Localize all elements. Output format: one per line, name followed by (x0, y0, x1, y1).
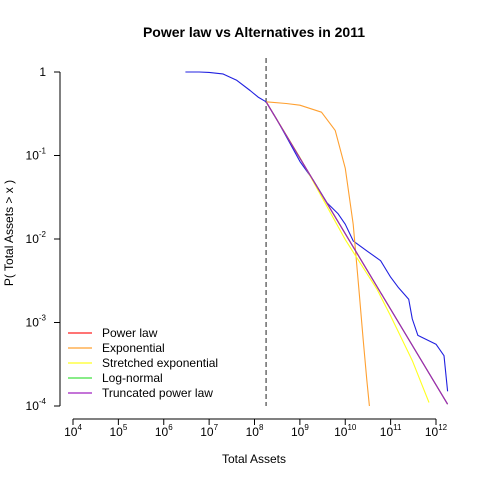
x-tick-label: 104 (64, 423, 82, 439)
x-tick-label-base: 10 (200, 425, 214, 439)
x-tick-label-base: 10 (155, 425, 169, 439)
x-tick-label-base: 10 (64, 425, 78, 439)
x-tick-label-base: 10 (246, 425, 260, 439)
x-tick-label-exponent: 9 (304, 423, 309, 432)
y-tick-label-exponent: -1 (39, 147, 47, 156)
x-tick-label-exponent: 10 (347, 423, 356, 432)
legend-label-stretched-exponential: Stretched exponential (102, 356, 218, 370)
x-tick-label-exponent: 12 (438, 423, 447, 432)
chart-title: Power law vs Alternatives in 2011 (143, 24, 365, 40)
x-tick-label: 1011 (380, 423, 402, 439)
y-tick-label-exponent: -2 (39, 230, 47, 239)
x-tick-label-exponent: 5 (123, 423, 128, 432)
y-tick-label: 10-2 (26, 230, 47, 246)
x-tick-label-base: 10 (334, 425, 348, 439)
y-ticks: 110-110-210-310-4 (26, 65, 60, 413)
y-tick-label-base: 10 (26, 399, 40, 413)
y-tick-label-exponent: -3 (39, 314, 47, 323)
legend-label-truncated-power-law: Truncated power law (102, 386, 213, 400)
y-tick-label-base: 10 (26, 316, 40, 330)
legend-label-power-law: Power law (102, 326, 158, 340)
x-axis-label: Total Assets (222, 452, 286, 466)
legend-label-exponential: Exponential (102, 341, 165, 355)
truncated-power-law-line (265, 101, 449, 405)
y-tick-label-exponent: -4 (39, 397, 47, 406)
x-tick-label: 105 (109, 423, 127, 439)
legend-label-log-normal: Log-normal (102, 371, 163, 385)
series-layer (185, 71, 449, 407)
x-ticks: 104 105 106 107 108 109 1010 1011 1012 (64, 419, 448, 439)
x-tick-label: 1012 (425, 423, 448, 439)
stretched-exponential-line (265, 101, 430, 403)
x-tick-label-exponent: 8 (259, 423, 264, 432)
y-tick-label: 10-1 (26, 147, 47, 163)
y-tick-label: 10-3 (26, 314, 47, 330)
y-tick-label-base: 10 (26, 232, 40, 246)
y-tick-label: 1 (39, 65, 46, 79)
empirical-ccdf-line (185, 71, 449, 392)
x-tick-label-base: 10 (380, 425, 394, 439)
x-tick-label-exponent: 6 (168, 423, 173, 432)
y-tick-label-base: 1 (39, 65, 46, 79)
x-tick-label-base: 10 (109, 425, 123, 439)
x-tick-label: 107 (200, 423, 218, 439)
x-tick-label-exponent: 7 (214, 423, 219, 432)
x-tick-label-base: 10 (291, 425, 305, 439)
y-axis-label: P( Total Assets > x ) (2, 180, 16, 286)
x-tick-label: 106 (155, 423, 173, 439)
x-tick-label: 109 (291, 423, 309, 439)
x-tick-label-exponent: 11 (393, 423, 402, 432)
x-tick-label: 108 (246, 423, 264, 439)
y-tick-label: 10-4 (26, 397, 47, 413)
y-tick-label-base: 10 (26, 149, 40, 163)
x-tick-label-base: 10 (425, 425, 439, 439)
x-tick-label: 1010 (334, 423, 357, 439)
x-tick-label-exponent: 4 (77, 423, 82, 432)
exponential-line (266, 101, 370, 407)
